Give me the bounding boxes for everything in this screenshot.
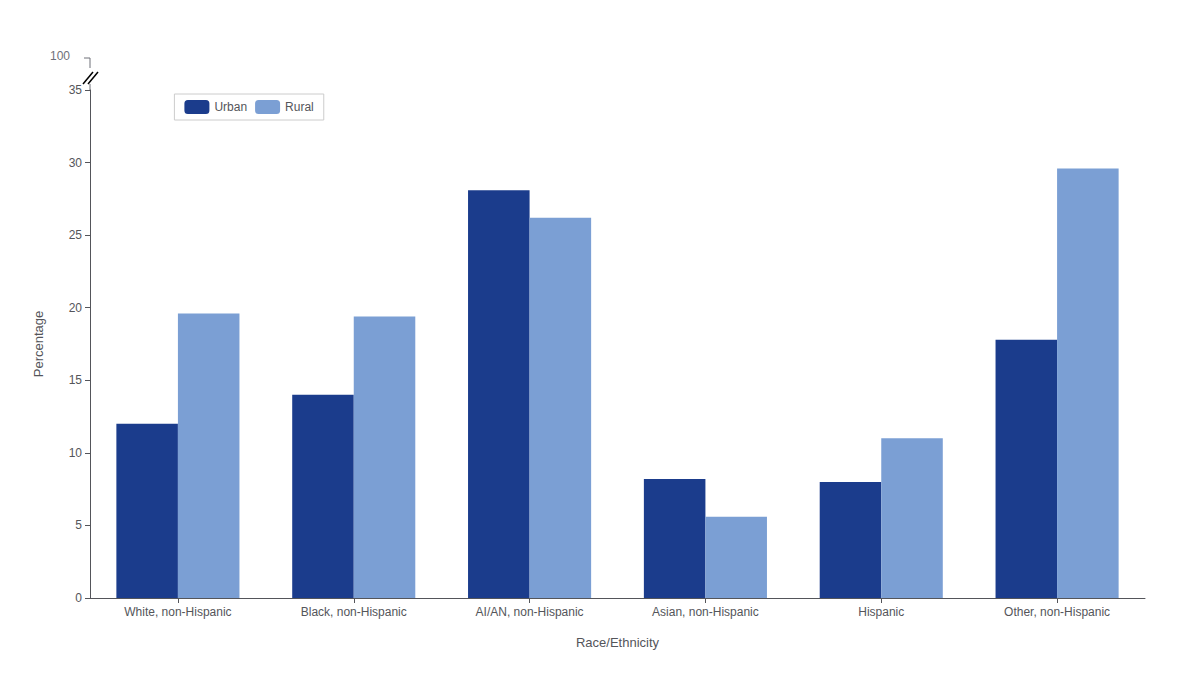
svg-text:10: 10 <box>69 446 83 460</box>
svg-text:25: 25 <box>69 228 83 242</box>
svg-text:5: 5 <box>75 518 82 532</box>
svg-text:White, non-Hispanic: White, non-Hispanic <box>124 605 231 619</box>
svg-text:Other, non-Hispanic: Other, non-Hispanic <box>1004 605 1110 619</box>
svg-text:20: 20 <box>69 301 83 315</box>
svg-text:100: 100 <box>50 49 70 63</box>
svg-text:Urban: Urban <box>214 100 247 114</box>
svg-text:Percentage: Percentage <box>31 311 46 378</box>
svg-text:Rural: Rural <box>285 100 314 114</box>
svg-text:15: 15 <box>69 373 83 387</box>
svg-text:AI/AN, non-Hispanic: AI/AN, non-Hispanic <box>476 605 584 619</box>
svg-text:0: 0 <box>75 591 82 605</box>
svg-text:Race/Ethnicity: Race/Ethnicity <box>576 635 660 650</box>
svg-text:Hispanic: Hispanic <box>858 605 904 619</box>
svg-text:Black, non-Hispanic: Black, non-Hispanic <box>301 605 407 619</box>
svg-text:30: 30 <box>69 156 83 170</box>
svg-text:35: 35 <box>69 83 83 97</box>
svg-text:Asian, non-Hispanic: Asian, non-Hispanic <box>652 605 759 619</box>
